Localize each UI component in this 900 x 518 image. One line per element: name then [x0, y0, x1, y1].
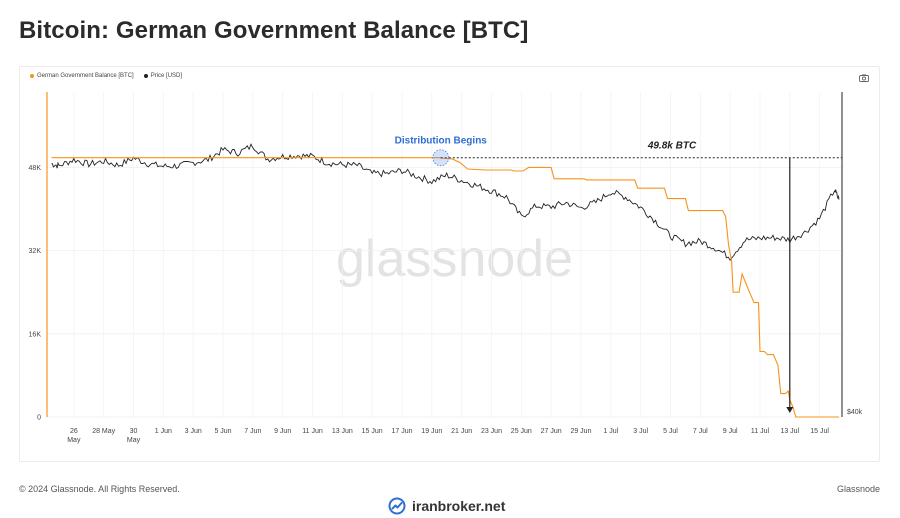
copyright-text: © 2024 Glassnode. All Rights Reserved.: [19, 484, 180, 494]
distribution-marker: [432, 149, 450, 167]
x-tick-label: 5 Jul: [663, 428, 678, 435]
camera-icon[interactable]: [859, 74, 869, 82]
legend-swatch-balance: [30, 74, 34, 78]
y-tick-label: 0: [37, 415, 41, 422]
chart-canvas: glassnode 0 16K 32K 48K 26 May 28 May 30 May 1 Jun…: [29, 92, 863, 444]
series-line-balance: [51, 157, 839, 418]
x-tick-label: 11 Jul: [751, 428, 770, 435]
balance-label: 49.8k BTC: [647, 141, 697, 152]
y-right-tick-label: $40k: [847, 409, 863, 416]
x-tick-label: 3 Jul: [633, 428, 648, 435]
series-line-price: [51, 143, 840, 262]
legend-label-balance: German Government Balance [BTC]: [37, 73, 134, 79]
x-tick-label: 9 Jul: [723, 428, 738, 435]
x-tick-label: 15 Jul: [810, 428, 829, 435]
watermark-text: glassnode: [336, 230, 573, 288]
x-tick-label: 17 Jun: [391, 428, 412, 435]
y-tick-label: 32K: [29, 248, 42, 255]
x-tick-label: 5 Jun: [214, 428, 231, 435]
x-tick-label: 13 Jul: [780, 428, 799, 435]
legend-swatch-price: [143, 74, 148, 78]
site-name: iranbroker.net: [412, 498, 506, 514]
x-tick-label: 28 May: [92, 428, 115, 435]
page-title: Bitcoin: German Government Balance [BTC]: [19, 17, 529, 44]
legend-item-price[interactable]: Price [USD]: [143, 73, 183, 79]
x-tick-label: 3 Jun: [185, 428, 202, 435]
legend-item-balance[interactable]: German Government Balance [BTC]: [30, 73, 134, 79]
drawdown-arrow-head: [786, 407, 794, 413]
x-tick-label: 21 Jun: [451, 428, 472, 435]
x-tick-label: 15 Jun: [362, 428, 383, 435]
y-tick-label: 16K: [29, 331, 42, 338]
x-tick-label: 11 Jun: [302, 428, 323, 435]
chart-frame: [19, 66, 880, 462]
distribution-label: Distribution Begins: [395, 136, 488, 147]
x-tick-label: 23 Jun: [481, 428, 502, 435]
x-tick-label: 13 Jun: [332, 428, 353, 435]
x-tick-label: 26 May: [67, 428, 81, 444]
x-tick-label: 9 Jun: [274, 428, 291, 435]
site-badge[interactable]: iranbroker.net: [388, 497, 505, 515]
x-tick-label: 1 Jun: [155, 428, 172, 435]
x-tick-label: 7 Jun: [244, 428, 261, 435]
x-tick-label: 27 Jun: [541, 428, 562, 435]
y-tick-label: 48K: [29, 165, 42, 172]
x-tick-label: 19 Jun: [421, 428, 442, 435]
chart-legend: German Government Balance [BTC] Price [U…: [30, 73, 182, 79]
x-tick-label: 7 Jul: [693, 428, 708, 435]
x-tick-label: 29 Jun: [570, 428, 591, 435]
x-tick-label: 30 May: [127, 428, 141, 444]
legend-label-price: Price [USD]: [150, 73, 183, 79]
chart-logo-icon: [388, 497, 406, 515]
brand-text: Glassnode: [836, 484, 880, 494]
x-tick-label: 1 Jul: [603, 428, 618, 435]
x-tick-label: 25 Jun: [511, 428, 532, 435]
